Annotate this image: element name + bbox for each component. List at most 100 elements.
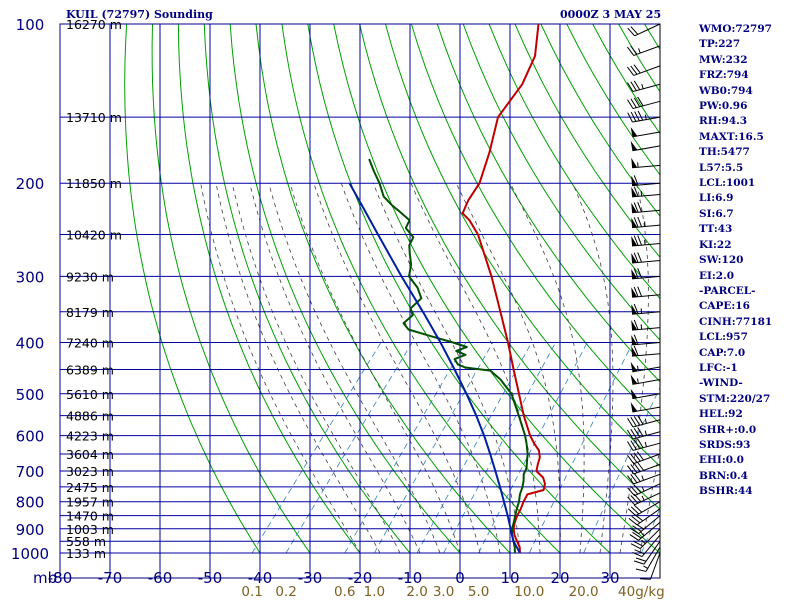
index-item: LCL:957 [699, 331, 748, 344]
index-item: -PARCEL- [699, 284, 756, 297]
dry-adiabat-line [151, 24, 311, 554]
index-item: WMO:72797 [699, 23, 772, 35]
index-item: KI:22 [699, 238, 732, 251]
wind-barb [631, 175, 661, 187]
wind-barb [627, 501, 661, 517]
wind-barb [627, 80, 661, 93]
temperature-tick-label: -20 [348, 569, 373, 587]
index-item: MAXT:16.5 [699, 130, 764, 143]
pressure-tick-label: 100 [16, 16, 45, 34]
wind-barb [631, 235, 661, 247]
index-item: SW:120 [699, 254, 744, 267]
moist-adiabat-line [231, 183, 401, 554]
stability-indices-panel: WMO:72797 TP:227 MW:232 FRZ:794 WB0:794 PW:0.… [699, 22, 772, 500]
height-label: 9230 m [66, 269, 114, 284]
wind-barb [627, 415, 661, 428]
wind-barb [627, 45, 661, 56]
wind-barb [627, 23, 661, 37]
index-item: LCL:1001 [699, 177, 756, 190]
index-item: SI:6.7 [699, 207, 734, 220]
height-label: 11850 m [66, 176, 122, 191]
pressure-tick-label: 500 [16, 386, 45, 404]
index-item: CAP:7.0 [699, 346, 746, 359]
height-label: 1957 m [66, 495, 114, 510]
temperature-tick-label: -70 [98, 569, 123, 587]
mixing-ratio-label: 0.1 [241, 584, 262, 600]
dry-adiabat-line [203, 24, 411, 554]
index-item: MW:232 [699, 53, 748, 66]
wind-barb [639, 552, 661, 580]
moist-adiabat-line [313, 183, 481, 554]
mixing-ratio-label: 40g/kg [618, 584, 665, 600]
temperature-tick-label: 10 [500, 569, 519, 587]
wind-barb [627, 427, 661, 440]
dry-adiabat-line [281, 24, 561, 554]
mixing-ratio-label: 3.0 [433, 584, 454, 600]
mixing-ratio-line [251, 342, 382, 554]
index-item: EHI:0.0 [699, 454, 744, 467]
wind-barb [630, 374, 661, 385]
index-item: SRDS:93 [699, 438, 751, 451]
dry-adiabat-line [359, 24, 660, 511]
index-item: BSHR:44 [699, 485, 753, 498]
mixing-ratio-label: 0.6 [334, 584, 355, 600]
dewpoint-profile [368, 158, 529, 554]
wind-barb [630, 361, 661, 373]
height-label: 6389 m [66, 363, 114, 378]
moist-adiabat-line [410, 183, 541, 553]
pressure-tick-label: 900 [16, 521, 45, 539]
wind-barb [631, 202, 661, 214]
temperature-tick-label: -50 [198, 569, 223, 587]
wind-barb [629, 521, 661, 541]
wind-barb [631, 345, 661, 357]
height-label: 13710 m [66, 110, 122, 125]
wind-barb [631, 286, 661, 298]
index-item: L57:5.5 [699, 161, 744, 174]
wind-barb [631, 334, 661, 346]
height-label: 4223 m [66, 429, 114, 444]
wind-barb [627, 96, 661, 110]
mixing-ratio-line [344, 342, 467, 554]
height-label: 1470 m [66, 509, 114, 524]
index-item: HEL:92 [699, 408, 743, 421]
index-item: BRN:0.4 [699, 469, 748, 482]
wind-barb [627, 461, 661, 475]
moist-adiabat-line [249, 183, 421, 554]
moist-adiabat-line [289, 183, 461, 554]
index-item: TH:5477 [699, 146, 750, 159]
wind-barb [630, 528, 661, 550]
temperature-tick-label: -60 [148, 569, 173, 587]
dry-adiabat-line [229, 24, 461, 554]
index-item: WB0:794 [699, 84, 753, 97]
mixing-ratio-line [285, 342, 413, 554]
wind-barb [631, 303, 661, 315]
temperature-tick-label: -30 [298, 569, 323, 587]
height-label: 133 m [66, 546, 106, 561]
pressure-tick-label: 800 [16, 494, 45, 512]
sounding-datetime: 0000Z 3 MAY 25 [560, 8, 662, 21]
index-item: -WIND- [699, 377, 743, 390]
height-label: 1003 m [66, 522, 114, 537]
mixing-ratio-label: 0.2 [275, 584, 296, 600]
height-label: 16270 m [66, 17, 122, 32]
wind-barb [627, 483, 661, 497]
wind-barb [630, 140, 661, 152]
wind-barb [635, 546, 661, 572]
moist-adiabat-line [509, 183, 585, 554]
moist-adiabat-line [639, 446, 660, 554]
mixing-ratio-label: 2.0 [406, 584, 427, 600]
height-label: 7240 m [66, 335, 114, 350]
height-label: 558 m [66, 534, 106, 549]
wind-barb [630, 388, 661, 400]
temperature-tick-label: 20 [550, 569, 569, 587]
index-item: LFC:-1 [699, 361, 738, 374]
index-item: SHR+:0.0 [699, 423, 757, 436]
index-item: LI:6.9 [699, 192, 734, 205]
index-item: CINH:77181 [699, 315, 773, 328]
mixing-ratio-label: 10.0 [514, 584, 544, 600]
pressure-tick-label: 200 [16, 175, 45, 193]
height-label: 5610 m [66, 387, 114, 402]
pressure-tick-label: 700 [16, 463, 45, 481]
wind-barb [631, 252, 661, 264]
wind-barb [633, 540, 661, 565]
